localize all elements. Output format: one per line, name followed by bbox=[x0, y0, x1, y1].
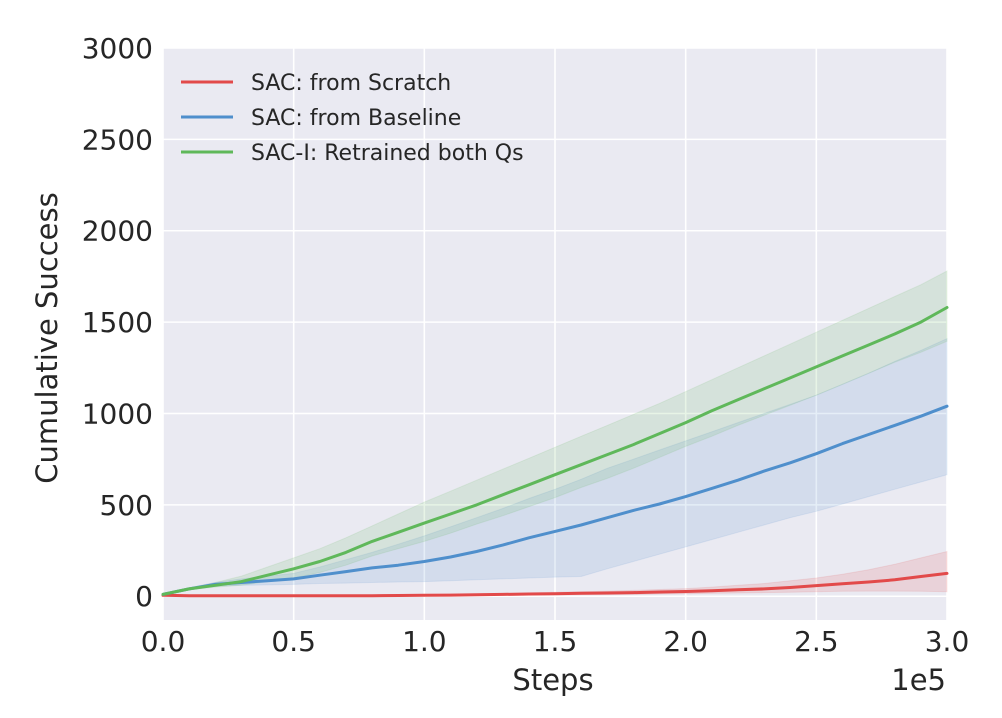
x-tick-label: 1.5 bbox=[533, 625, 578, 658]
x-axis-offset-text: 1e5 bbox=[891, 663, 946, 697]
y-tick-label: 0 bbox=[135, 580, 153, 613]
y-axis-ticks: 0 500 1000 1500 2000 2500 3000 bbox=[82, 32, 153, 613]
y-tick-label: 2000 bbox=[82, 215, 153, 248]
x-tick-label: 2.5 bbox=[794, 625, 839, 658]
series-line-1 bbox=[161, 404, 949, 596]
x-tick-label: 0.0 bbox=[141, 625, 186, 658]
y-tick-label: 1000 bbox=[82, 397, 153, 430]
x-tick-label: 1.0 bbox=[402, 625, 447, 658]
y-tick-label: 1500 bbox=[82, 306, 153, 339]
x-tick-label: 0.5 bbox=[271, 625, 316, 658]
legend-label: SAC-I: Retrained both Qs bbox=[251, 141, 524, 166]
legend: SAC: from Scratch SAC: from Baseline SAC-I… bbox=[181, 71, 524, 166]
y-tick-label: 3000 bbox=[82, 32, 153, 65]
series-line-0 bbox=[161, 571, 949, 598]
y-tick-label: 500 bbox=[100, 489, 153, 522]
y-tick-label: 2500 bbox=[82, 123, 153, 156]
x-tick-label: 3.0 bbox=[925, 625, 970, 658]
y-axis-label: Cumulative Success bbox=[30, 192, 64, 483]
series-line-2 bbox=[161, 306, 949, 596]
x-axis-ticks: 0.0 0.5 1.0 1.5 2.0 2.5 3.0 bbox=[141, 625, 970, 658]
series-lines bbox=[161, 306, 949, 598]
x-tick-label: 2.0 bbox=[663, 625, 708, 658]
x-axis-label: Steps bbox=[512, 663, 593, 697]
legend-label: SAC: from Scratch bbox=[251, 71, 451, 96]
legend-label: SAC: from Baseline bbox=[251, 106, 461, 131]
